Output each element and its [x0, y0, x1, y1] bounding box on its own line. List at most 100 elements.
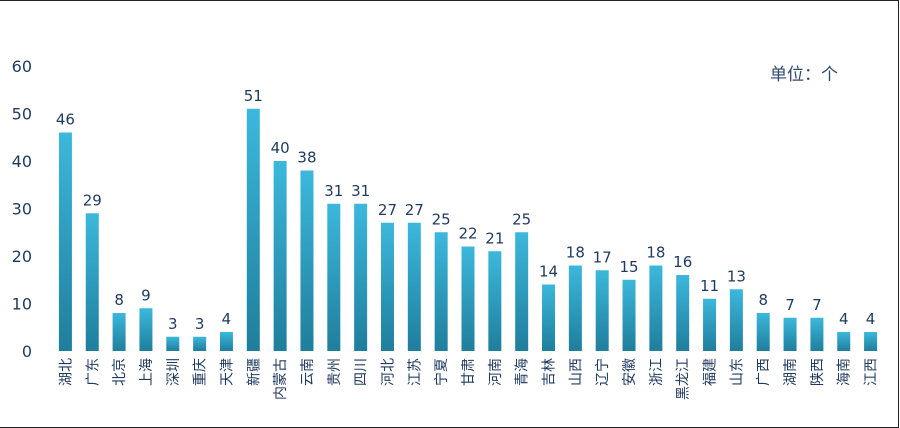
x-tick-label: 云南 [300, 358, 316, 386]
x-tick-label: 广西 [756, 358, 772, 386]
data-label: 38 [297, 149, 316, 167]
data-label: 18 [646, 244, 665, 262]
bar [193, 336, 207, 351]
data-label: 13 [727, 267, 746, 285]
bar [810, 317, 824, 351]
data-label: 7 [812, 296, 822, 314]
bar [300, 170, 314, 351]
x-tick-label: 贵州 [327, 358, 343, 386]
data-label: 3 [195, 315, 205, 333]
bar [542, 284, 556, 351]
bar [622, 279, 636, 351]
data-label: 11 [700, 277, 719, 295]
bar [139, 308, 153, 351]
bar [219, 332, 233, 351]
data-label: 4 [866, 310, 876, 328]
bar [461, 246, 475, 351]
y-axis: 0 10 20 30 40 50 60 [12, 57, 32, 361]
data-label: 17 [593, 248, 612, 266]
bars-group [58, 108, 878, 351]
x-tick-label: 新疆 [246, 358, 262, 386]
y-tick-label: 20 [12, 247, 32, 266]
bar [837, 332, 851, 351]
y-tick-label: 10 [12, 295, 32, 314]
bar [354, 203, 368, 351]
bar [703, 298, 717, 351]
x-tick-label: 吉林 [542, 358, 558, 386]
data-label: 8 [114, 291, 124, 309]
bar [58, 132, 72, 351]
y-tick-label: 60 [12, 57, 32, 76]
bar [864, 332, 878, 351]
x-tick-label: 陕西 [810, 358, 826, 386]
data-label: 15 [619, 258, 638, 276]
data-label: 14 [539, 263, 558, 281]
data-label: 25 [512, 210, 531, 228]
data-label: 27 [405, 201, 424, 219]
bar [515, 232, 529, 351]
data-label: 7 [785, 296, 795, 314]
x-tick-label: 河北 [380, 358, 396, 386]
x-tick-label: 上海 [139, 358, 155, 386]
data-label: 31 [324, 182, 343, 200]
x-tick-label: 深圳 [166, 358, 182, 386]
data-label: 27 [378, 201, 397, 219]
bar [729, 289, 743, 351]
x-tick-label: 安徽 [622, 358, 638, 386]
x-tick-label: 福建 [703, 358, 719, 386]
x-tick-label: 浙江 [649, 358, 665, 386]
x-tick-label: 四川 [354, 358, 370, 386]
x-tick-label: 甘肃 [461, 358, 477, 386]
bar [434, 232, 448, 351]
bar [756, 313, 770, 351]
x-tick-label: 海南 [837, 358, 853, 386]
x-tick-label: 湖北 [58, 358, 74, 386]
bar [327, 203, 341, 351]
bar [85, 213, 99, 351]
x-tick-label: 宁夏 [433, 358, 450, 386]
bar [380, 222, 394, 351]
data-label: 51 [244, 87, 263, 105]
data-label: 4 [839, 310, 849, 328]
data-label: 18 [566, 244, 585, 262]
data-label: 4 [222, 310, 232, 328]
x-tick-label: 河南 [488, 358, 504, 386]
bar [783, 317, 797, 351]
data-label: 3 [168, 315, 178, 333]
data-label: 8 [758, 291, 768, 309]
bar [595, 270, 609, 351]
bar [488, 251, 502, 351]
x-tick-label: 山西 [568, 358, 584, 386]
y-tick-label: 0 [22, 342, 32, 361]
data-label: 16 [673, 253, 692, 271]
bar [273, 161, 287, 351]
x-tick-label: 黑龙江 [676, 358, 692, 400]
x-tick-label: 辽宁 [594, 358, 611, 386]
bar [568, 265, 582, 351]
y-tick-label: 30 [12, 200, 32, 219]
bar [407, 222, 421, 351]
y-tick-label: 50 [12, 105, 32, 124]
x-tick-label: 湖南 [783, 358, 799, 386]
x-tick-label: 北京 [112, 358, 128, 386]
x-axis: 湖北 广东 北京 上海 深圳 重庆 天津 新疆 内蒙古 云南 贵州 四川 河北 江苏 宁夏 甘肃 河南 青海 吉林山… [58, 358, 879, 400]
data-label: 9 [141, 286, 151, 304]
x-tick-label: 江西 [864, 358, 880, 386]
x-tick-label: 重庆 [193, 358, 209, 386]
x-tick-label: 广东 [85, 358, 101, 386]
x-tick-label: 山东 [729, 358, 745, 386]
data-label: 40 [271, 139, 290, 157]
unit-label: 单位：个 [770, 65, 838, 85]
y-tick-label: 40 [12, 152, 32, 171]
x-tick-label: 江苏 [407, 358, 423, 386]
data-label: 31 [351, 182, 370, 200]
data-label: 46 [56, 111, 75, 129]
x-tick-label: 青海 [515, 358, 531, 386]
bar [112, 313, 126, 351]
x-tick-label: 天津 [219, 358, 235, 386]
bar [649, 265, 663, 351]
x-tick-label: 内蒙古 [273, 358, 289, 400]
data-label: 29 [83, 191, 102, 209]
data-label: 22 [458, 225, 477, 243]
